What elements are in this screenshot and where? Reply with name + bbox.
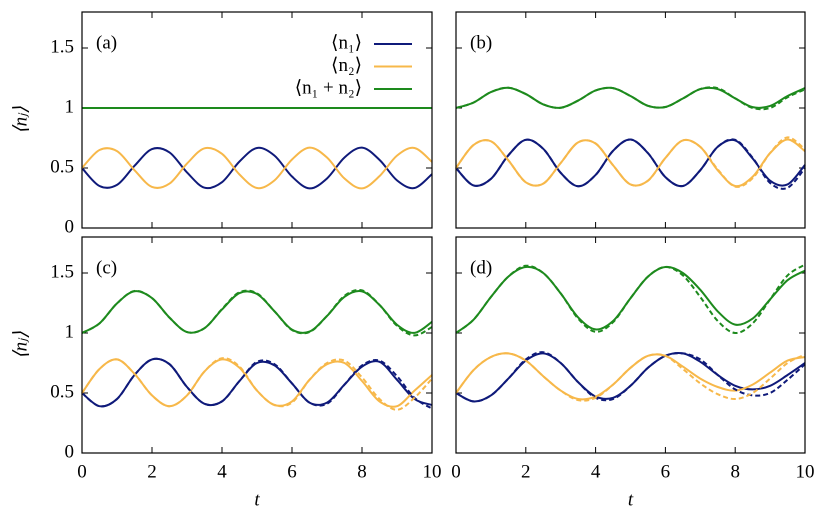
series-line — [81, 357, 433, 411]
series-line — [81, 290, 433, 334]
y-tick-label: 0.5 — [50, 381, 74, 402]
series-line — [81, 146, 433, 190]
x-tick-label: 8 — [730, 461, 740, 482]
series-line — [81, 357, 433, 410]
legend-label: ⟨n₂⟩ — [331, 55, 362, 76]
x-axis-label: t — [628, 489, 634, 510]
x-tick-label: 2 — [147, 461, 157, 482]
series-line — [455, 352, 806, 401]
y-axis-label: ⟨nⱼ⟩ — [10, 106, 31, 134]
series-line — [455, 352, 806, 402]
series-line — [455, 86, 806, 109]
series-line — [455, 265, 806, 334]
panel-label: (a) — [96, 32, 117, 53]
panel-frame — [81, 236, 433, 454]
y-tick-label: 0 — [65, 216, 75, 237]
y-tick-label: 0 — [65, 441, 75, 462]
x-tick-label: 4 — [591, 461, 601, 482]
panel-frame — [81, 11, 433, 229]
x-tick-label: 0 — [77, 461, 87, 482]
x-tick-label: 10 — [796, 461, 815, 482]
panel-label: (b) — [470, 32, 492, 53]
series-line — [455, 138, 806, 190]
x-tick-label: 6 — [661, 461, 671, 482]
series-line — [81, 289, 433, 337]
y-tick-label: 0.5 — [50, 156, 74, 177]
x-tick-label: 6 — [287, 461, 297, 482]
series-line — [455, 136, 806, 188]
y-axis-label: ⟨nⱼ⟩ — [10, 331, 31, 359]
series-line — [81, 357, 433, 408]
panel-frame — [455, 11, 806, 229]
series-line — [455, 352, 806, 403]
y-tick-label: 1 — [65, 96, 75, 117]
y-tick-label: 1.5 — [50, 36, 74, 57]
legend-label: ⟨n₁⟩ — [331, 32, 362, 53]
panel-label: (c) — [96, 257, 117, 278]
x-tick-label: 4 — [217, 461, 227, 482]
x-axis-label: t — [254, 489, 260, 510]
series-line — [455, 263, 806, 335]
series-line — [455, 86, 806, 111]
series-line — [455, 351, 806, 403]
y-tick-label: 1.5 — [50, 261, 74, 282]
legend-label: ⟨n₁ + n₂⟩ — [295, 77, 362, 98]
y-tick-label: 1 — [65, 321, 75, 342]
x-tick-label: 0 — [451, 461, 461, 482]
series-line — [81, 146, 433, 190]
x-tick-label: 10 — [423, 461, 442, 482]
panel-frame — [455, 236, 806, 454]
x-tick-label: 8 — [357, 461, 367, 482]
x-tick-label: 2 — [521, 461, 531, 482]
panel-label: (d) — [470, 257, 492, 278]
